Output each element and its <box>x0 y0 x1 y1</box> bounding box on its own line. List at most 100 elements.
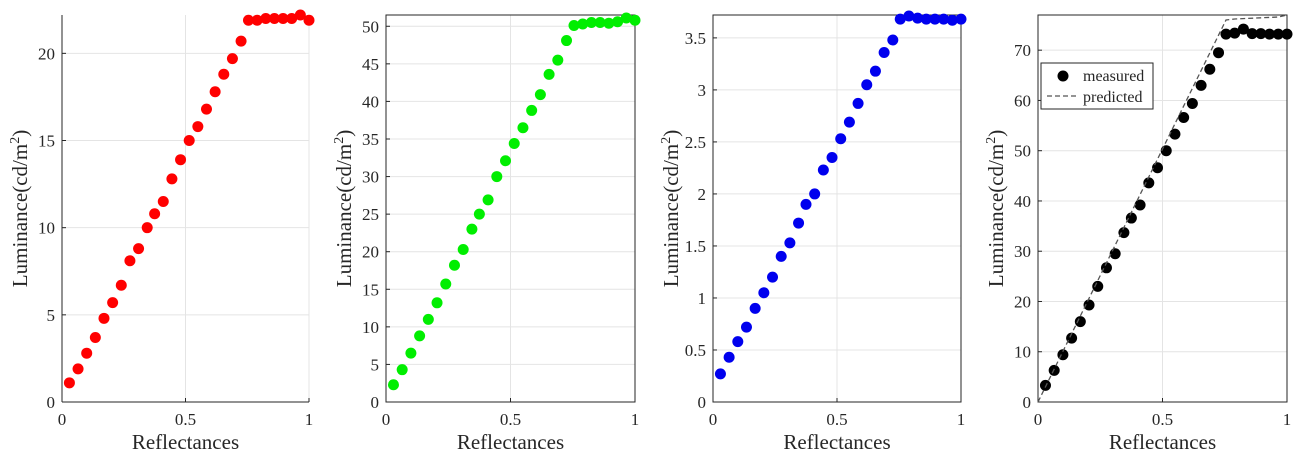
data-point <box>277 12 289 24</box>
data-point <box>775 250 787 262</box>
data-point <box>835 133 847 145</box>
data-point <box>166 173 178 185</box>
data-point <box>192 121 204 133</box>
data-point <box>723 351 735 363</box>
data-point <box>500 155 512 167</box>
data-point <box>175 154 187 166</box>
data-point <box>1272 28 1284 40</box>
y-tick-label: 5 <box>47 306 56 325</box>
data-point <box>133 243 145 255</box>
data-point <box>1178 112 1190 124</box>
data-point <box>1204 63 1216 75</box>
y-tick-label: 20 <box>38 44 55 63</box>
data-point <box>107 297 119 309</box>
data-point <box>1264 28 1276 40</box>
chart-panel-4: 0 10 20 30 40 50 60 70 0 0.5 1 Reflectances Luminanc… <box>984 14 1293 454</box>
x-tick-label: 1 <box>305 410 314 429</box>
data-point <box>955 13 967 25</box>
x-tick-label: 0.5 <box>175 410 196 429</box>
data-point <box>81 347 93 359</box>
x-axis-label: Reflectances <box>783 430 890 454</box>
data-point <box>543 68 555 80</box>
y-axis-label: Luminance(cd/m2) <box>332 130 356 287</box>
data-point <box>72 363 84 375</box>
chart-panel-1: 0 5 10 15 20 0 0.5 1 Reflectances Luminance(cd/m2… <box>8 9 315 454</box>
x-tick-label: 0 <box>1034 410 1043 429</box>
data-point <box>929 13 941 25</box>
x-tick-label: 0.5 <box>826 410 847 429</box>
y-tick-label: 60 <box>1014 91 1031 110</box>
data-point <box>440 278 452 290</box>
data-point <box>612 16 624 28</box>
data-point <box>396 364 408 376</box>
data-point <box>115 279 127 291</box>
data-point <box>561 35 573 47</box>
x-tick-label: 1 <box>957 410 966 429</box>
data-point <box>1074 316 1086 328</box>
y-tick-label: 20 <box>1014 292 1031 311</box>
data-point <box>1092 280 1104 292</box>
y-tick-label: 10 <box>362 318 379 337</box>
data-point <box>1213 47 1225 59</box>
y-tick-label: 2 <box>698 185 707 204</box>
y-tick-label: 15 <box>38 132 55 151</box>
y-tick-label: 10 <box>1014 343 1031 362</box>
data-point <box>448 259 460 271</box>
data-point <box>603 17 615 29</box>
data-point <box>414 330 426 342</box>
data-point <box>817 164 829 176</box>
y-tick-label: 0 <box>1023 393 1032 412</box>
data-point <box>242 14 254 26</box>
y-axis-label: Luminance(cd/m2) <box>984 130 1008 287</box>
y-tick-label: 35 <box>362 130 379 149</box>
data-point <box>218 68 230 80</box>
data-point <box>903 10 915 22</box>
data-point <box>861 79 873 91</box>
x-tick-label: 0.5 <box>1152 410 1173 429</box>
y-tick-label: 1 <box>698 289 707 308</box>
data-point <box>887 34 899 46</box>
data-point <box>577 18 589 30</box>
y-tick-label: 3 <box>698 81 707 100</box>
data-point <box>1083 299 1095 311</box>
data-point <box>809 188 821 200</box>
data-point <box>457 243 469 255</box>
data-point <box>758 287 770 299</box>
x-tick-label: 0 <box>58 410 67 429</box>
x-tick-label: 0.5 <box>500 410 521 429</box>
data-point <box>63 377 75 389</box>
y-axis-label: Luminance(cd/m2) <box>659 130 683 287</box>
data-point <box>732 336 744 348</box>
data-point <box>268 12 280 24</box>
data-point <box>183 135 195 147</box>
data-point <box>894 13 906 25</box>
y-tick-label: 30 <box>362 168 379 187</box>
y-tick-label: 0 <box>371 393 380 412</box>
data-point <box>1134 199 1146 211</box>
data-point <box>767 271 779 283</box>
data-point <box>491 171 503 183</box>
data-point <box>141 222 153 234</box>
data-point <box>303 14 315 26</box>
data-point <box>534 89 546 101</box>
legend: measured predicted <box>1040 62 1154 110</box>
data-point <box>629 14 641 26</box>
data-point <box>620 12 632 24</box>
data-point <box>473 208 485 220</box>
data-point <box>826 152 838 164</box>
data-point <box>98 312 110 324</box>
y-tick-label: 1.5 <box>685 237 706 256</box>
y-tick-label: 40 <box>1014 192 1031 211</box>
data-point <box>387 379 399 391</box>
data-point <box>466 223 478 235</box>
data-point <box>852 97 864 109</box>
legend-label-measured: measured <box>1083 68 1144 85</box>
data-point <box>260 12 272 24</box>
data-point <box>740 321 752 333</box>
y-tick-label: 25 <box>362 205 379 224</box>
data-point <box>526 104 538 116</box>
data-point <box>912 12 924 24</box>
y-tick-label: 15 <box>362 280 379 299</box>
y-tick-label: 20 <box>362 243 379 262</box>
data-point <box>869 65 881 77</box>
